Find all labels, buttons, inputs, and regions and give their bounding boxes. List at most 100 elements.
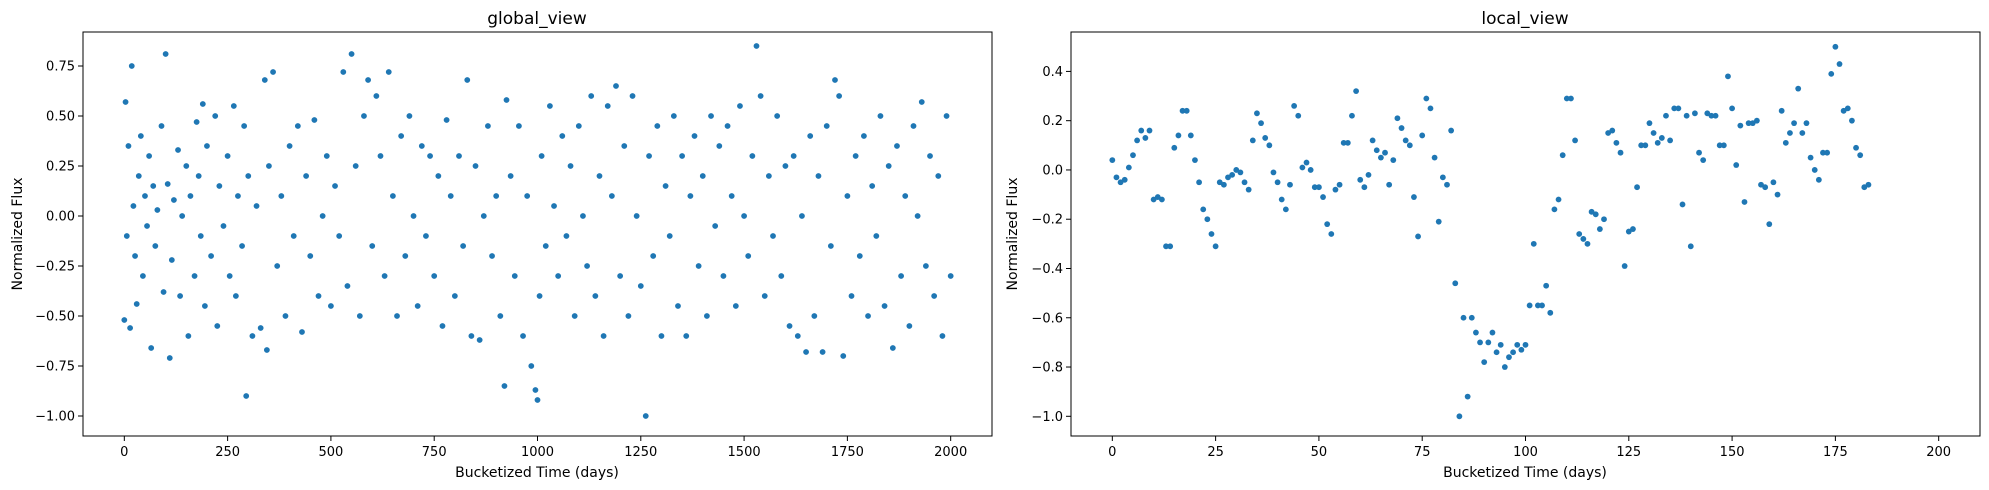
data-point (1679, 201, 1686, 208)
data-point (534, 397, 541, 403)
data-point (460, 243, 467, 249)
data-point (935, 173, 942, 179)
x-tick-label: 500 (318, 445, 343, 460)
data-point (381, 273, 388, 279)
data-point (774, 113, 781, 119)
data-point (323, 153, 330, 159)
data-point (604, 103, 611, 109)
data-point (1803, 120, 1810, 127)
data-point (150, 183, 157, 189)
data-point (1543, 282, 1550, 289)
data-point (185, 333, 192, 339)
data-point (1349, 112, 1355, 119)
data-point (1799, 130, 1806, 136)
data-point (658, 333, 665, 339)
data-point (520, 333, 526, 339)
data-point (456, 153, 462, 159)
data-point (497, 313, 504, 319)
data-point (1245, 186, 1252, 193)
data-point (344, 283, 351, 289)
data-point (369, 243, 376, 249)
data-point (1857, 152, 1864, 159)
data-point (815, 173, 822, 179)
data-point (311, 117, 318, 123)
data-point (152, 243, 159, 249)
data-point (175, 147, 181, 153)
data-point (708, 113, 714, 119)
data-point (468, 333, 475, 339)
y-tick-label: −0.75 (35, 360, 75, 375)
data-point (931, 293, 938, 299)
data-point (869, 183, 876, 189)
data-point (516, 123, 522, 129)
data-point (1535, 302, 1541, 309)
y-axis-label: Normalized Flux (10, 178, 26, 291)
data-point (148, 345, 155, 351)
x-tick-label: 150 (1720, 445, 1745, 460)
data-point (1526, 302, 1533, 309)
data-point (1303, 159, 1310, 166)
data-point (1291, 103, 1298, 109)
data-point (1196, 179, 1202, 186)
data-point (1398, 125, 1405, 131)
data-point (191, 273, 198, 279)
data-point (1580, 236, 1587, 242)
data-point (1249, 137, 1256, 144)
data-point (336, 233, 343, 239)
data-point (1336, 181, 1343, 188)
chart-title: global_view (487, 9, 587, 29)
data-point (197, 233, 204, 239)
data-point (1654, 139, 1661, 146)
data-point (823, 123, 830, 129)
data-point (356, 313, 363, 319)
data-point (575, 123, 582, 129)
y-tick-label: 0.4 (1042, 65, 1063, 80)
data-point (1497, 341, 1504, 348)
data-point (1563, 95, 1570, 102)
data-point (1609, 127, 1616, 134)
y-tick-label: 0.50 (46, 110, 75, 125)
data-point (1522, 341, 1529, 348)
data-point (1658, 135, 1665, 141)
y-axis-ticks: −1.00 −0.75 −0.50 −0.25 0.00 0.25 0.50 0.75 (35, 60, 83, 425)
data-point (406, 113, 413, 119)
data-point (212, 113, 219, 119)
data-point (135, 173, 142, 179)
data-point (943, 113, 950, 119)
data-point (1638, 142, 1645, 149)
x-tick-label: 750 (422, 445, 447, 460)
data-point (1642, 142, 1649, 149)
data-point (132, 253, 138, 259)
data-point (1865, 181, 1872, 188)
data-point (128, 63, 135, 69)
y-tick-label: −0.25 (35, 260, 75, 275)
scatter-points (121, 43, 954, 419)
data-point (1568, 95, 1574, 102)
data-point (1683, 112, 1690, 119)
data-point (844, 193, 851, 199)
data-point (687, 193, 694, 199)
data-point (1716, 142, 1723, 149)
data-point (642, 413, 649, 419)
data-point (1187, 132, 1194, 139)
data-point (1411, 194, 1417, 200)
data-point (737, 103, 743, 109)
data-point (675, 303, 681, 309)
data-point (836, 93, 843, 99)
data-point (352, 163, 359, 169)
data-point (927, 153, 933, 159)
data-point (1204, 216, 1211, 223)
data-point (183, 163, 190, 169)
data-point (1171, 144, 1178, 151)
data-point (832, 77, 838, 83)
x-tick-label: 1250 (624, 445, 657, 460)
x-tick-label: 125 (1616, 445, 1641, 460)
data-point (790, 153, 797, 159)
data-point (1278, 196, 1285, 203)
data-point (1584, 240, 1591, 247)
data-point (1274, 179, 1281, 186)
data-point (629, 93, 636, 99)
data-point (1179, 107, 1186, 114)
data-point (1229, 171, 1236, 178)
data-point (290, 233, 297, 239)
